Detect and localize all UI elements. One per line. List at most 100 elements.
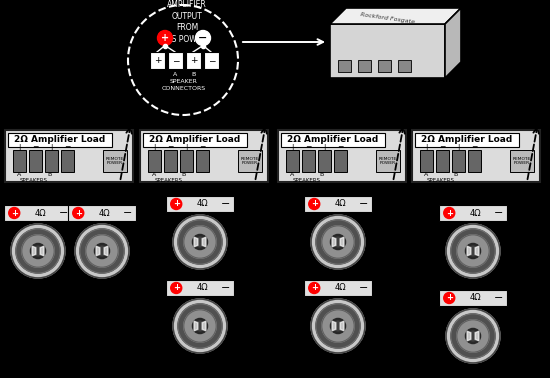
Text: −: − <box>199 143 206 152</box>
Text: +: + <box>455 143 461 152</box>
Text: −: − <box>439 143 446 152</box>
Polygon shape <box>467 331 471 341</box>
Bar <box>302 150 315 172</box>
Text: −: − <box>167 143 174 152</box>
Text: B: B <box>182 172 186 177</box>
Circle shape <box>451 314 495 358</box>
Bar <box>398 60 411 72</box>
Text: +: + <box>48 143 54 152</box>
Circle shape <box>444 293 455 304</box>
Polygon shape <box>467 246 471 256</box>
Bar <box>8 133 112 147</box>
Text: +: + <box>173 200 180 209</box>
Circle shape <box>97 246 107 256</box>
Text: +: + <box>311 284 318 293</box>
Circle shape <box>322 226 354 258</box>
Bar <box>412 130 540 182</box>
Circle shape <box>468 246 478 256</box>
Text: 2Ω Amplifier Load: 2Ω Amplifier Load <box>287 135 378 144</box>
Text: A: A <box>17 172 21 177</box>
Circle shape <box>331 318 345 333</box>
Polygon shape <box>475 331 479 341</box>
Circle shape <box>195 31 211 45</box>
Text: −: − <box>305 143 312 152</box>
Text: B: B <box>320 172 324 177</box>
Text: REMOTE
POWER: REMOTE POWER <box>379 157 397 165</box>
Text: SPEAKERS: SPEAKERS <box>427 178 455 183</box>
Polygon shape <box>32 246 36 256</box>
Polygon shape <box>96 246 100 256</box>
Bar <box>334 150 347 172</box>
Bar <box>68 205 136 221</box>
Polygon shape <box>104 246 108 256</box>
Bar <box>196 150 209 172</box>
Text: −: − <box>221 199 230 209</box>
Circle shape <box>468 331 478 341</box>
Circle shape <box>184 226 216 258</box>
Bar <box>304 196 372 212</box>
Text: −: − <box>199 33 208 43</box>
Circle shape <box>157 31 173 45</box>
Bar <box>4 205 72 221</box>
Text: 4Ω: 4Ω <box>196 284 208 293</box>
Text: 4Ω: 4Ω <box>196 200 208 209</box>
Circle shape <box>16 229 60 273</box>
Circle shape <box>33 246 43 256</box>
Bar <box>378 60 391 72</box>
Circle shape <box>331 234 345 249</box>
Bar <box>376 150 400 172</box>
Bar <box>358 60 371 72</box>
Text: +: + <box>151 143 158 152</box>
Bar <box>150 52 165 69</box>
Text: −: − <box>359 199 369 209</box>
Bar <box>439 290 507 306</box>
Polygon shape <box>194 321 198 331</box>
Circle shape <box>86 235 118 267</box>
Bar <box>452 150 465 172</box>
Bar <box>468 150 481 172</box>
Text: −: − <box>59 208 68 218</box>
Text: REMOTE
POWER: REMOTE POWER <box>513 157 531 165</box>
Circle shape <box>192 318 207 333</box>
Polygon shape <box>202 237 206 247</box>
Text: REMOTE
POWER: REMOTE POWER <box>241 157 259 165</box>
Text: B: B <box>47 172 51 177</box>
Text: +: + <box>11 209 18 217</box>
Bar <box>103 150 127 172</box>
Text: −: − <box>123 208 133 218</box>
Bar <box>420 150 433 172</box>
Circle shape <box>11 224 65 278</box>
Text: 4Ω: 4Ω <box>334 284 346 293</box>
Circle shape <box>30 243 46 259</box>
Bar <box>204 52 219 69</box>
Bar <box>180 150 193 172</box>
Text: +: + <box>446 293 453 302</box>
Text: +: + <box>311 200 318 209</box>
Circle shape <box>457 320 489 352</box>
Circle shape <box>311 299 365 353</box>
Polygon shape <box>40 246 44 256</box>
Circle shape <box>80 229 124 273</box>
Circle shape <box>170 198 182 209</box>
Text: CONNECTORS: CONNECTORS <box>162 86 206 91</box>
Circle shape <box>309 198 320 209</box>
Circle shape <box>444 208 455 218</box>
Bar <box>45 150 58 172</box>
Polygon shape <box>202 321 206 331</box>
Bar <box>238 150 262 172</box>
Circle shape <box>322 310 354 342</box>
Text: 4Ω: 4Ω <box>34 209 46 217</box>
Bar <box>140 130 268 182</box>
Text: SPEAKERS: SPEAKERS <box>20 178 48 183</box>
Polygon shape <box>475 246 479 256</box>
Text: −: − <box>172 56 179 65</box>
Text: SPEAKERS: SPEAKERS <box>155 178 183 183</box>
Text: −: − <box>221 283 230 293</box>
Text: +: + <box>446 209 453 217</box>
Circle shape <box>178 220 222 264</box>
Text: SPEAKER: SPEAKER <box>170 79 198 84</box>
Circle shape <box>457 235 489 267</box>
Text: 2Ω Amplifier Load: 2Ω Amplifier Load <box>150 135 241 144</box>
Text: −: − <box>337 143 344 152</box>
Text: 2Ω Amplifier Load: 2Ω Amplifier Load <box>421 135 513 144</box>
